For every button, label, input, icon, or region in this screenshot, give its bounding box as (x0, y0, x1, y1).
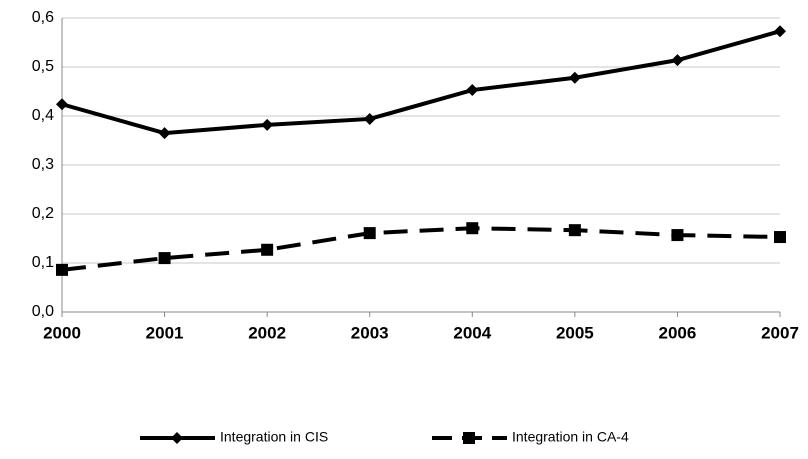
legend-label: Integration in CIS (220, 429, 328, 445)
marker (671, 229, 684, 242)
marker (158, 252, 171, 265)
marker (158, 127, 171, 140)
marker (466, 84, 479, 97)
marker (363, 112, 376, 125)
marker (363, 227, 376, 240)
x-tick-label: 2000 (43, 323, 81, 342)
y-tick-label: 0,6 (32, 9, 54, 26)
series-line (61, 29, 781, 136)
y-tick-label: 0,0 (32, 303, 54, 320)
x-tick-label: 2001 (146, 323, 184, 342)
marker (261, 243, 274, 256)
x-tick-label: 2002 (248, 323, 286, 342)
marker (56, 98, 68, 111)
marker (568, 71, 581, 84)
marker (56, 263, 68, 276)
marker (671, 54, 684, 67)
x-tick-label: 2006 (659, 323, 697, 342)
x-tick-label: 2003 (351, 323, 389, 342)
x-tick-label: 2004 (453, 323, 491, 342)
y-tick-label: 0,3 (32, 156, 54, 173)
legend-marker (463, 432, 475, 444)
series-line (61, 226, 781, 272)
marker (568, 224, 581, 237)
y-tick-label: 0,2 (32, 205, 54, 222)
x-tick-label: 2007 (761, 323, 799, 342)
marker (261, 118, 274, 131)
x-tick-label: 2005 (556, 323, 594, 342)
marker (774, 25, 786, 38)
legend-label: Integration in CA-4 (512, 429, 629, 445)
legend-marker (171, 432, 183, 444)
y-tick-label: 0,4 (32, 107, 54, 124)
marker (774, 231, 786, 244)
y-tick-label: 0,5 (32, 58, 54, 75)
marker (466, 222, 479, 235)
y-tick-label: 0,1 (32, 254, 54, 271)
